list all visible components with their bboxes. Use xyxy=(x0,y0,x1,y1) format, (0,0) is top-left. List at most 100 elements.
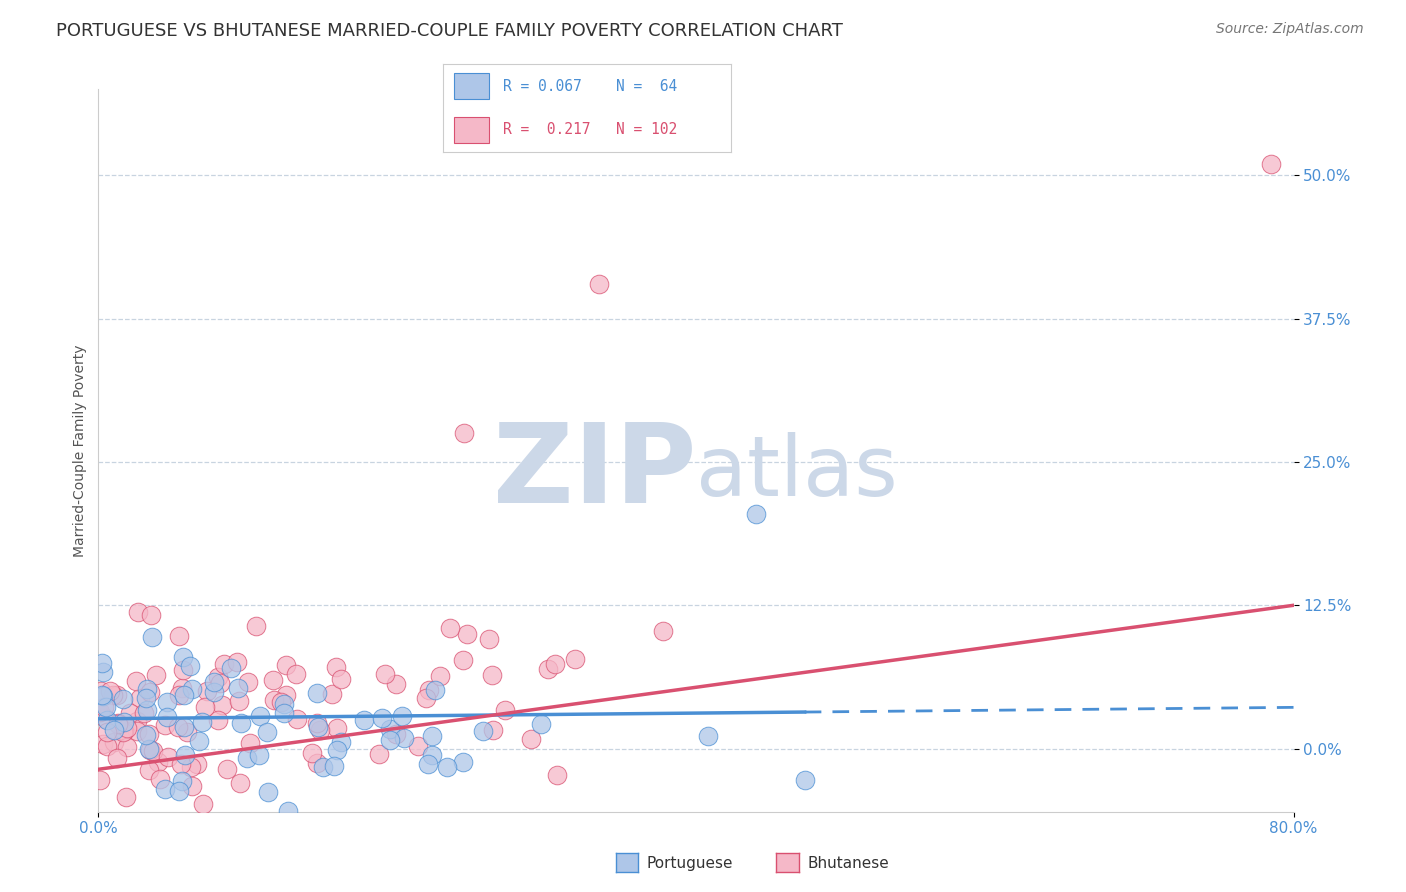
Point xyxy=(127,605,149,619)
Point xyxy=(96,724,118,739)
Point xyxy=(103,688,125,702)
Point xyxy=(125,723,148,738)
Point xyxy=(174,748,197,763)
Point xyxy=(231,715,253,730)
Point xyxy=(138,741,160,756)
Point xyxy=(153,718,176,732)
Point xyxy=(546,768,568,782)
Point xyxy=(329,735,352,749)
Point xyxy=(453,755,475,769)
Point xyxy=(263,693,285,707)
Text: Source: ZipAtlas.com: Source: ZipAtlas.com xyxy=(1216,22,1364,37)
Point xyxy=(273,706,295,721)
Point xyxy=(564,651,586,665)
Point xyxy=(285,712,308,726)
Point xyxy=(208,676,231,690)
Point xyxy=(115,721,138,735)
Point xyxy=(385,727,408,741)
Point xyxy=(91,657,114,671)
Point xyxy=(125,673,148,688)
Point xyxy=(277,804,299,818)
Point xyxy=(325,722,347,736)
Point xyxy=(425,683,447,698)
Point xyxy=(180,682,202,697)
Point xyxy=(481,723,503,737)
Text: Bhutanese: Bhutanese xyxy=(807,856,889,871)
Point xyxy=(90,684,112,698)
Point xyxy=(211,698,233,712)
Point xyxy=(202,674,225,689)
Point xyxy=(186,757,208,772)
Point xyxy=(330,672,353,686)
Point xyxy=(219,661,242,675)
Point xyxy=(481,668,503,682)
Point xyxy=(530,717,553,731)
Point xyxy=(236,674,259,689)
Point xyxy=(148,756,170,770)
Point xyxy=(90,688,112,702)
Point xyxy=(793,772,815,787)
Point xyxy=(141,608,163,623)
Point xyxy=(115,740,138,755)
Point xyxy=(91,665,114,680)
Point xyxy=(537,662,560,676)
Point xyxy=(217,762,239,776)
Point xyxy=(276,688,298,702)
Point xyxy=(179,658,201,673)
Text: N =  64: N = 64 xyxy=(616,78,678,94)
Point xyxy=(392,731,415,745)
Point xyxy=(391,709,413,723)
Point xyxy=(120,706,142,721)
Point xyxy=(312,760,335,774)
Point xyxy=(451,653,474,667)
Text: ZIP: ZIP xyxy=(492,418,696,525)
Point xyxy=(170,757,193,772)
Point xyxy=(156,750,179,764)
Point xyxy=(139,743,162,757)
Point xyxy=(172,663,194,677)
Point xyxy=(439,622,461,636)
Point xyxy=(169,629,191,643)
Point xyxy=(202,685,225,699)
Point xyxy=(307,756,329,770)
Point xyxy=(378,733,401,747)
Point xyxy=(127,714,149,729)
Point xyxy=(321,687,343,701)
Y-axis label: Married-Couple Family Poverty: Married-Couple Family Poverty xyxy=(73,344,87,557)
Point xyxy=(107,717,129,731)
Point xyxy=(105,751,128,765)
Point xyxy=(191,797,214,812)
Point xyxy=(136,703,159,717)
Text: Portuguese: Portuguese xyxy=(647,856,734,871)
Point xyxy=(415,691,437,706)
Point xyxy=(301,746,323,760)
Point xyxy=(274,657,297,672)
Point xyxy=(173,688,195,702)
Point xyxy=(135,690,157,705)
Point xyxy=(368,747,391,761)
Point xyxy=(418,683,440,698)
FancyBboxPatch shape xyxy=(454,73,489,99)
Point xyxy=(309,723,332,738)
Point xyxy=(191,714,214,729)
Text: R =  0.217: R = 0.217 xyxy=(503,122,591,137)
Point xyxy=(107,716,129,731)
Point xyxy=(429,668,451,682)
Point xyxy=(353,714,375,728)
Point xyxy=(374,667,396,681)
Point xyxy=(385,676,408,690)
Point xyxy=(652,624,675,639)
Point xyxy=(225,655,247,669)
Point xyxy=(87,704,110,718)
Point xyxy=(406,739,429,754)
Point xyxy=(544,657,567,672)
Point xyxy=(112,725,135,739)
Point xyxy=(91,737,114,751)
Point xyxy=(322,759,344,773)
Point xyxy=(472,724,495,739)
Point xyxy=(132,706,155,720)
Point xyxy=(194,699,217,714)
Point xyxy=(270,695,292,709)
Point xyxy=(456,627,478,641)
Point xyxy=(588,277,610,292)
